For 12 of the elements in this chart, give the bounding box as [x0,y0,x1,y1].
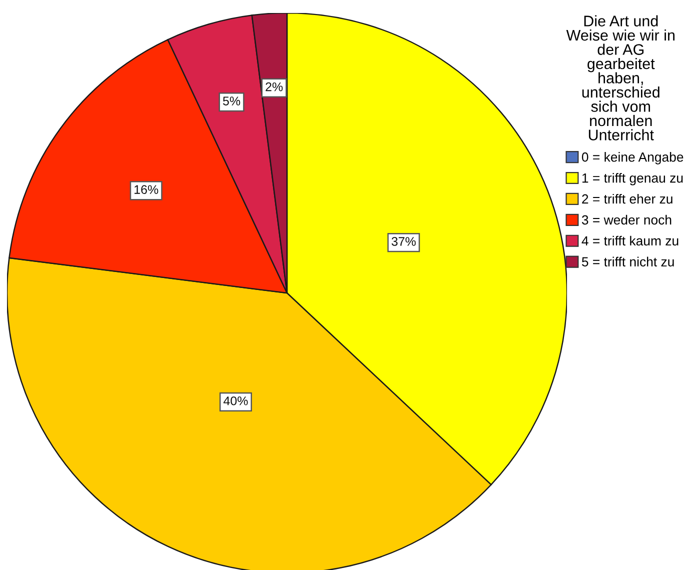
text: Die Art und Weise wie wir in der AG gearbeitet haben, unterschied sich vom normalen Unterricht [566,15,674,140]
data-label: 5% [223,96,240,106]
legend-label: 0 = keine Angabe [582,152,684,164]
legend-label: 5 = trifft nicht zu [582,256,674,266]
legend-label: 4 = trifft kaum zu [582,236,678,246]
data-label: 37% [392,237,416,246]
legend-label: 2 = trifft eher zu [582,194,672,204]
legend-label: 3 = weder noch [582,214,672,225]
data-label: 16% [134,185,158,194]
data-label: 2% [266,82,283,92]
legend-label: 1 = trifft genau zu [582,173,683,186]
data-label: 40% [224,396,248,406]
